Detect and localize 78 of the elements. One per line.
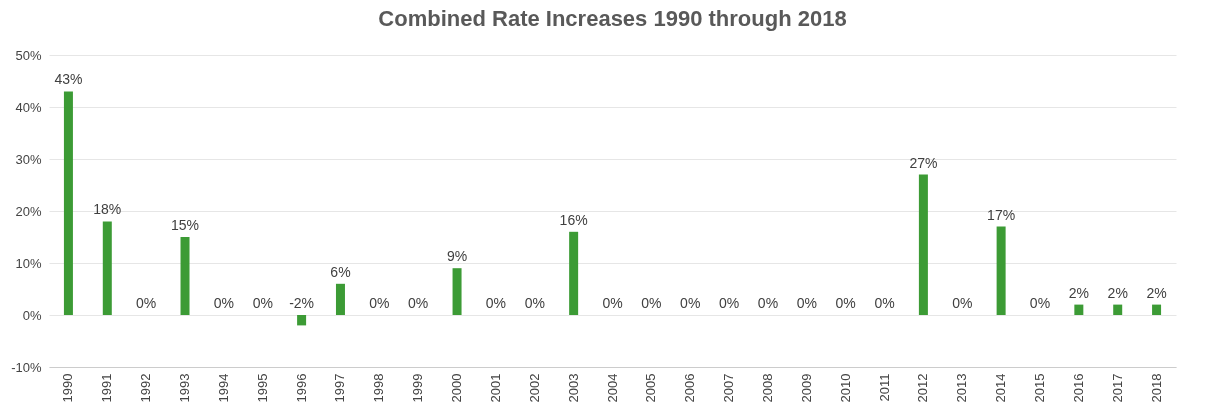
x-tick-label: 2014 bbox=[993, 373, 1009, 403]
x-tick-label: 2009 bbox=[798, 373, 814, 403]
data-label: 0% bbox=[874, 295, 895, 311]
data-label: 0% bbox=[952, 295, 973, 311]
y-tick-label: 10% bbox=[15, 255, 42, 271]
x-tick-label: 2003 bbox=[565, 373, 581, 403]
x-tick-label: 2018 bbox=[1148, 373, 1164, 403]
x-tick-label: 2001 bbox=[487, 373, 503, 403]
bar bbox=[180, 237, 190, 315]
bar bbox=[1074, 304, 1084, 315]
y-tick-label: -10% bbox=[11, 359, 42, 375]
bar bbox=[102, 221, 112, 315]
x-tick-label: 2013 bbox=[954, 373, 970, 403]
data-label: 0% bbox=[213, 295, 234, 311]
bar bbox=[996, 226, 1006, 315]
y-tick-label: 40% bbox=[15, 99, 42, 115]
data-label: 0% bbox=[796, 295, 817, 311]
bar bbox=[335, 283, 345, 315]
x-tick-label: 2008 bbox=[759, 373, 775, 403]
data-label: 2% bbox=[1107, 284, 1128, 301]
x-tick-label: 2000 bbox=[449, 373, 465, 403]
x-tick-label: 2007 bbox=[721, 373, 737, 403]
bar bbox=[452, 268, 462, 315]
x-tick-label: 2002 bbox=[526, 373, 542, 403]
x-tick-label: 1994 bbox=[215, 373, 231, 403]
data-label: 0% bbox=[369, 295, 390, 311]
data-label: 18% bbox=[93, 201, 122, 218]
data-label: -2% bbox=[289, 295, 315, 311]
x-tick-label: 1996 bbox=[293, 373, 309, 403]
x-tick-label: 2004 bbox=[604, 373, 620, 403]
x-tick-label: 1993 bbox=[177, 373, 193, 403]
bar bbox=[63, 91, 73, 315]
data-label: 0% bbox=[757, 295, 779, 311]
data-label: 0% bbox=[1029, 295, 1051, 311]
data-label: 15% bbox=[171, 217, 200, 233]
data-label: 9% bbox=[446, 248, 468, 265]
y-tick-label: 50% bbox=[15, 47, 42, 63]
data-label: 17% bbox=[987, 206, 1016, 223]
bar bbox=[1152, 304, 1162, 315]
data-label: 0% bbox=[835, 295, 856, 311]
x-tick-label: 2016 bbox=[1070, 373, 1086, 403]
x-tick-label: 2015 bbox=[1031, 373, 1047, 403]
data-label: 0% bbox=[136, 295, 157, 311]
data-label: 0% bbox=[524, 295, 545, 311]
bar bbox=[918, 174, 928, 315]
x-tick-label: 1999 bbox=[410, 373, 426, 403]
x-tick-label: 2012 bbox=[915, 373, 931, 403]
y-tick-label: 0% bbox=[22, 307, 42, 323]
data-label: 0% bbox=[680, 295, 701, 311]
data-label: 0% bbox=[485, 295, 507, 311]
data-label: 2% bbox=[1146, 284, 1167, 301]
data-label: 43% bbox=[54, 71, 83, 88]
data-label: 6% bbox=[330, 263, 351, 280]
data-label: 27% bbox=[909, 154, 938, 171]
bar bbox=[297, 315, 307, 326]
x-tick-label: 1997 bbox=[332, 373, 348, 403]
data-label: 0% bbox=[408, 295, 429, 311]
x-tick-label: 2005 bbox=[643, 373, 659, 403]
y-tick-label: 30% bbox=[15, 151, 42, 167]
x-tick-label: 2011 bbox=[876, 373, 892, 402]
x-tick-label: 1990 bbox=[60, 373, 76, 403]
x-tick-label: 1992 bbox=[138, 373, 154, 403]
x-tick-label: 2017 bbox=[1109, 373, 1125, 403]
data-label: 16% bbox=[559, 211, 588, 228]
x-tick-label: 1991 bbox=[99, 373, 115, 403]
data-label: 0% bbox=[718, 295, 740, 311]
data-label: 0% bbox=[252, 295, 273, 311]
y-tick-label: 20% bbox=[15, 203, 42, 219]
bar bbox=[1113, 304, 1123, 315]
x-tick-label: 2010 bbox=[837, 373, 853, 403]
x-tick-label: 2006 bbox=[682, 373, 698, 403]
data-label: 0% bbox=[602, 295, 623, 311]
x-tick-label: 1995 bbox=[254, 373, 270, 403]
data-label: 0% bbox=[641, 295, 662, 311]
bar bbox=[569, 231, 579, 315]
x-tick-label: 1998 bbox=[371, 373, 387, 403]
data-label: 2% bbox=[1068, 284, 1089, 301]
chart-title: Combined Rate Increases 1990 through 2018 bbox=[378, 6, 847, 31]
